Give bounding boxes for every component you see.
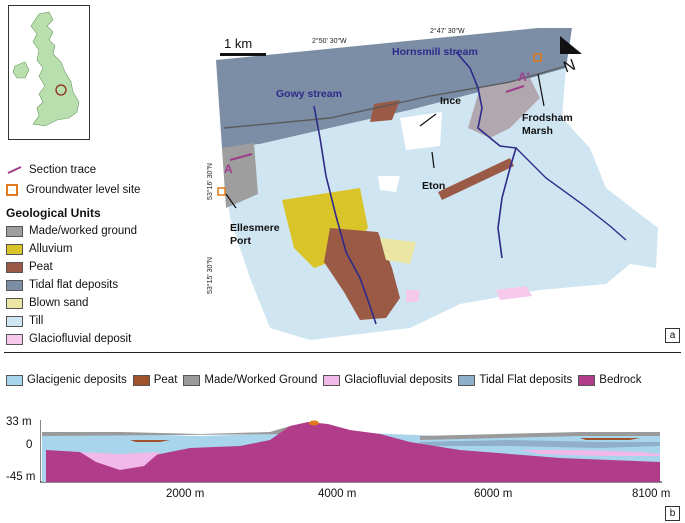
coord-left-2: 53°15' 30"N [206,257,214,294]
coord-left-1: 53°16' 30"N [206,163,214,200]
groundwater-site-icon [6,184,18,196]
north-label: N [561,56,578,77]
section-a-prime-label: A' [518,70,530,84]
legend-unit: Peat [6,259,53,275]
section-legend-label: Peat [153,374,178,386]
legend-unit: Glaciofluvial deposit [6,331,131,347]
legend-swatch [6,279,23,291]
legend-unit: Tidal flat deposits [6,277,118,293]
legend-swatch [458,374,476,386]
legend-unit-label: Till [29,315,44,327]
panel-a-label: a [665,328,680,343]
legend-swatch [132,374,150,386]
section-legend-label: Tidal Flat deposits [479,374,573,386]
ellesmere-label: Ellesmere [230,222,280,234]
legend-groundwater-site: Groundwater level site [6,182,140,198]
section-trace-a-prime-line [505,85,525,93]
x-tick-4000: 4000 m [318,488,357,500]
geological-map: 1 km N 2°50' 30"W 2°47' 30"W 53°16' 30"N… [206,28,680,348]
legend-unit: Blown sand [6,295,88,311]
gowy-stream-line [313,105,377,325]
y-tick-top: 33 m [6,416,32,428]
legend-unit-label: Made/worked ground [29,225,138,237]
legend-unit: Till [6,313,43,329]
legend-unit: Alluvium [6,241,72,257]
geological-map-drawing [216,28,658,340]
scale-bar-label: 1 km [224,36,253,51]
section-a-label: A [224,162,233,176]
groundwater-site-icon [217,187,226,196]
legend-swatch [6,225,23,237]
cross-section-drawing [39,420,662,483]
hornsmill-stream-line [455,51,518,259]
ince-label: Ince [440,95,462,107]
section-trace-icon [7,166,22,174]
x-tick-6000: 6000 m [474,488,513,500]
section-legend-item: Glaciofluvial deposits [323,374,452,386]
section-legend-label: Bedrock [599,374,642,386]
legend-unit-label: Alluvium [29,243,73,255]
x-tick-8100: 8100 m [632,488,671,500]
legend-title: Geological Units [6,206,101,220]
cross-section [39,420,664,486]
groundwater-site-icon [533,53,542,62]
coord-top-2: 2°47' 30"W [430,28,465,35]
y-tick-zero: 0 [26,439,33,451]
uk-inset-map [8,5,90,140]
marsh-label: Marsh [522,125,553,137]
panel-divider [4,352,681,353]
section-legend-label: Made/Worked Ground [204,374,318,386]
legend-section-trace: Section trace [6,162,96,178]
section-legend-item: Bedrock [578,374,641,386]
section-legend-item: Peat [132,374,178,386]
legend-swatch [578,374,596,386]
legend-unit-label: Blown sand [29,297,89,309]
legend-groundwater-site-label: Groundwater level site [26,184,141,196]
hornsmill-stream-label: Hornsmill stream [392,46,478,58]
legend-swatch [6,315,23,327]
x-tick-2000: 2000 m [166,488,205,500]
port-label: Port [230,235,251,247]
legend-swatch [6,374,23,386]
panel-b-label: b [665,506,680,521]
eton-label: Eton [422,180,446,192]
section-legend-item: Tidal Flat deposits [458,374,572,386]
legend-unit: Made/worked ground [6,223,137,239]
y-tick-bottom: -45 m [6,471,36,483]
frodsham-label: Frodsham [522,112,573,124]
section-legend: Glacigenic deposits Peat Made/Worked Gro… [6,372,647,388]
coord-top-1: 2°50' 30"W [312,38,347,45]
legend-swatch [6,243,23,255]
section-legend-label: Glaciofluvial deposits [344,374,453,386]
legend-swatch [323,374,341,386]
legend-unit-label: Tidal flat deposits [29,279,119,291]
section-legend-item: Made/Worked Ground [183,374,317,386]
legend-swatch [6,333,23,345]
section-legend-label: Glacigenic deposits [27,374,127,386]
uk-outline-icon [12,11,80,127]
section-trace-a-line [229,153,253,161]
legend-section-trace-label: Section trace [29,164,97,176]
scale-bar: 1 km [220,36,266,56]
study-site-marker-icon [55,84,67,96]
section-legend-item: Glacigenic deposits [6,374,127,386]
legend-swatch [183,374,201,386]
legend-unit-label: Peat [29,261,53,273]
legend-swatch [6,261,23,273]
north-arrow-icon [560,36,582,54]
gowy-stream-label: Gowy stream [276,88,342,100]
legend-unit-label: Glaciofluvial deposit [29,333,132,345]
north-arrow: N [556,32,586,76]
legend-swatch [6,297,23,309]
